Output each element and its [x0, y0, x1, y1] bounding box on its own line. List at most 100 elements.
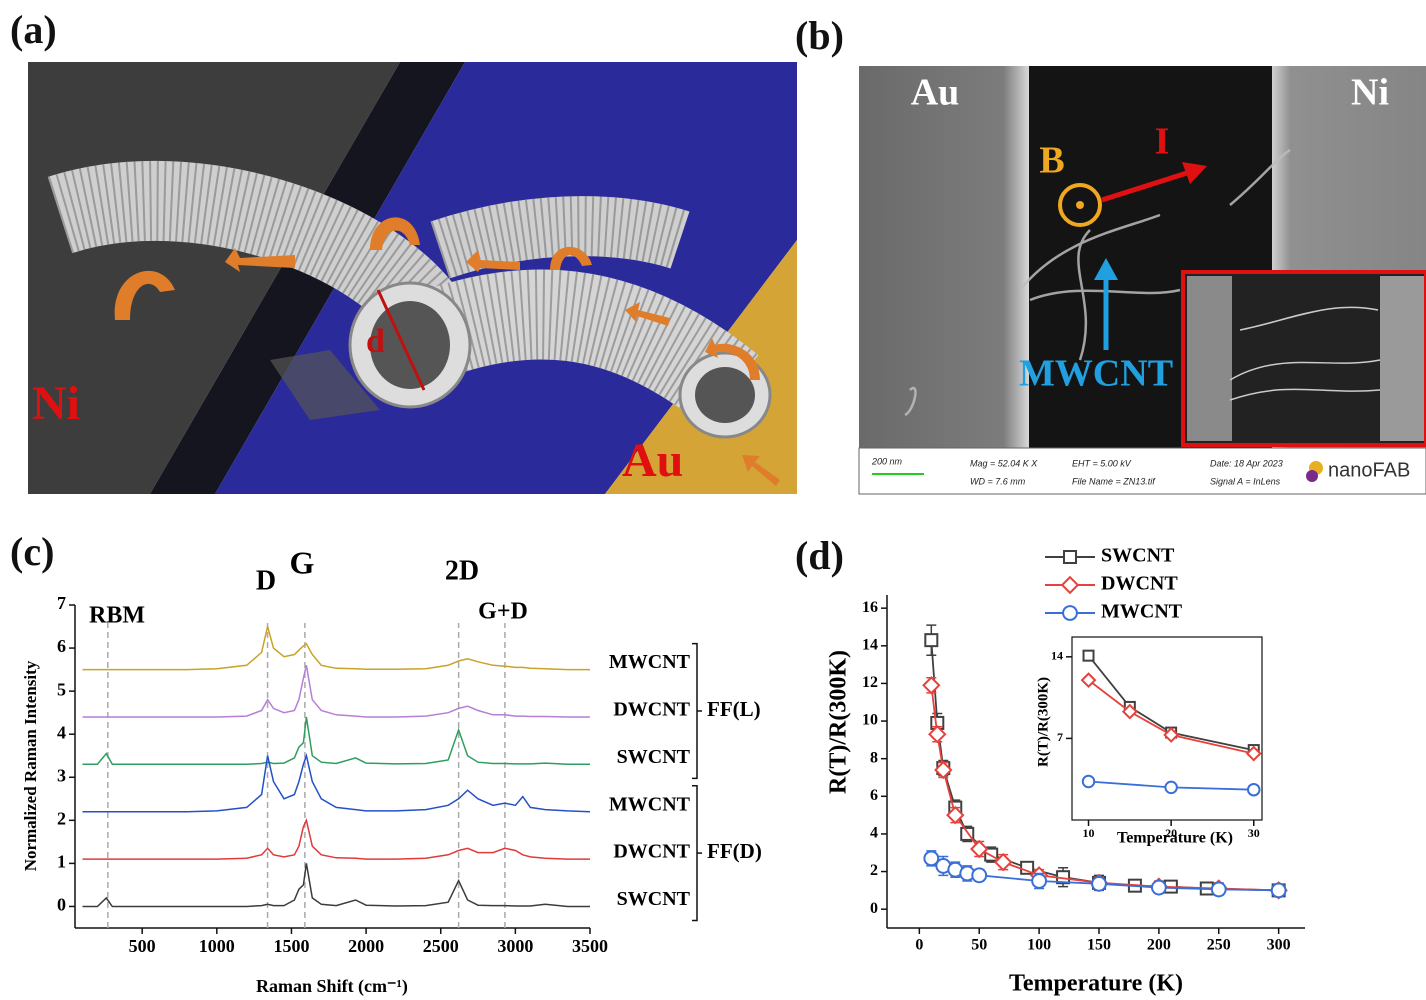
page: {"figure": { "a": {"label": "(a)", "left…: [0, 0, 1426, 1000]
y-axis-label: Normalized Raman Intensity: [21, 660, 40, 871]
current-label: I: [1155, 121, 1170, 163]
x-axis-label: Temperature (K): [1009, 971, 1183, 997]
electrode-label: Ni: [32, 377, 80, 430]
legend-marker: [1064, 551, 1076, 563]
series-label: DWCNT: [613, 699, 690, 721]
y-tick-label: 4: [870, 825, 878, 842]
y-axis-label: R(T)/R(300K): [826, 650, 852, 794]
panel-label: (a): [10, 7, 57, 52]
info-text: Date: 18 Apr 2023: [1210, 458, 1283, 468]
marker: [1212, 883, 1226, 897]
marker: [1152, 881, 1166, 895]
x-tick-label: 1500: [273, 936, 309, 956]
marker: [925, 634, 937, 646]
panel-label: (b): [795, 13, 844, 58]
series-line: [83, 863, 591, 906]
y-tick-label: 2: [57, 808, 66, 828]
x-tick-label: 30: [1248, 826, 1260, 840]
x-tick-label: 10: [1083, 826, 1095, 840]
y-tick-label: 14: [862, 636, 878, 653]
group-bracket: [692, 644, 697, 779]
y-tick-label: 2: [870, 862, 878, 879]
y-tick-label: 14: [1051, 649, 1063, 663]
x-tick-label: 300: [1267, 937, 1291, 954]
y-tick-label: 12: [862, 674, 878, 691]
legend-label: DWCNT: [1101, 573, 1178, 595]
tube-label: MWCNT: [1019, 353, 1173, 395]
x-tick-label: 2500: [423, 936, 459, 956]
series-label: MWCNT: [609, 651, 691, 673]
annotation: RBM: [89, 603, 145, 629]
y-tick-label: 7: [57, 593, 66, 613]
panel-a-image: Ni Au d: [28, 62, 797, 494]
y-tick-label: 16: [862, 599, 878, 616]
legend-marker: [1062, 577, 1078, 593]
logo: nanoFAB: [1328, 459, 1410, 481]
marker: [1248, 784, 1260, 796]
series-label: SWCNT: [617, 888, 691, 910]
x-tick-label: 1000: [199, 936, 235, 956]
group-bracket: [692, 786, 697, 921]
x-axis-label: Raman Shift (cm⁻¹): [256, 976, 408, 997]
y-tick-label: 3: [57, 765, 66, 785]
panel-label: (d): [795, 533, 844, 578]
x-tick-label: 0: [915, 937, 923, 954]
y-tick-label: 8: [870, 749, 878, 766]
series-label: MWCNT: [609, 793, 691, 815]
electrode-label: Au: [622, 434, 683, 487]
info-text: EHT = 5.00 kV: [1072, 458, 1132, 468]
y-tick-label: 0: [57, 895, 66, 915]
annotation: 2D: [445, 555, 479, 586]
x-tick-label: 250: [1207, 937, 1231, 954]
diameter-label: d: [366, 323, 385, 360]
group-label: FF(D): [707, 839, 762, 863]
field-label: B: [1039, 140, 1064, 182]
series-label: DWCNT: [613, 841, 690, 863]
panel-label: (c): [10, 529, 54, 574]
annotation: D: [256, 565, 276, 596]
marker: [1084, 651, 1094, 661]
series-line: [83, 820, 591, 859]
annotation: G: [290, 544, 315, 580]
y-tick-label: 6: [870, 787, 878, 804]
info-text: Signal A = InLens: [1210, 476, 1281, 486]
x-tick-label: 150: [1087, 937, 1111, 954]
panel-b-image: Au Ni B I MWCNT 200 nm Mag = 52.04 K X W…: [859, 66, 1426, 494]
x-tick-label: 500: [129, 936, 156, 956]
y-tick-label: 0: [870, 900, 878, 917]
info-text: Mag = 52.04 K X: [970, 458, 1038, 468]
series-line: [83, 665, 591, 717]
marker: [1165, 782, 1177, 794]
y-tick-label: 10: [862, 712, 878, 729]
marker: [924, 678, 940, 694]
marker: [1272, 883, 1286, 897]
legend-marker: [1063, 606, 1077, 620]
y-tick-label: 1: [57, 852, 66, 872]
y-axis-label: R(T)/R(300K): [1035, 677, 1051, 767]
x-tick-label: 2000: [348, 936, 384, 956]
info-text: File Name = ZN13.tif: [1072, 476, 1156, 486]
y-tick-label: 7: [1057, 730, 1063, 744]
electrode-label: Ni: [1351, 72, 1389, 114]
info-text: WD = 7.6 mm: [970, 476, 1026, 486]
x-tick-label: 3000: [497, 936, 533, 956]
y-tick-label: 4: [57, 722, 66, 742]
marker: [972, 868, 986, 882]
legend-label: SWCNT: [1101, 545, 1175, 567]
y-tick-label: 6: [57, 636, 66, 656]
series-label: SWCNT: [617, 746, 691, 768]
series-line: [83, 717, 591, 764]
scale-text: 200 nm: [871, 456, 903, 466]
marker: [1032, 874, 1046, 888]
x-tick-label: 100: [1027, 937, 1051, 954]
figure: Ni Au d (a) (b) Au Ni B I MWCNT 200 nm M…: [0, 0, 1426, 1000]
x-axis-label: Temperature (K): [1117, 830, 1233, 847]
x-tick-label: 3500: [572, 936, 608, 956]
series-line: [931, 685, 1278, 890]
group-label: FF(L): [707, 697, 761, 721]
x-tick-label: 200: [1147, 937, 1171, 954]
annotation: G+D: [478, 599, 528, 625]
marker: [1092, 877, 1106, 891]
series-line: [83, 627, 591, 670]
x-tick-label: 50: [971, 937, 987, 954]
